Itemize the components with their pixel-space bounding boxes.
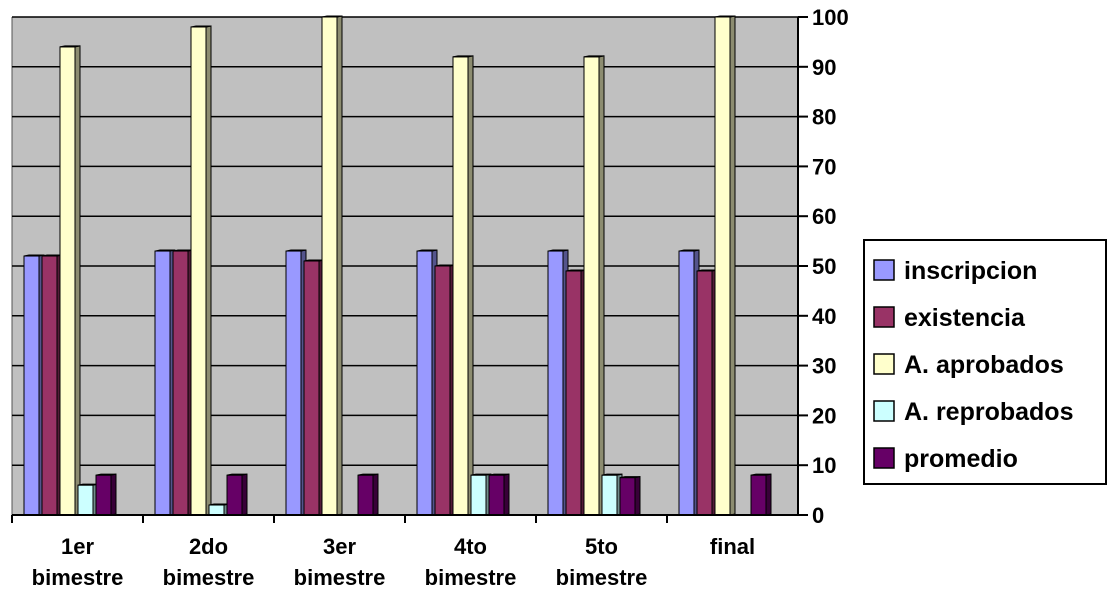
legend-label: A. aprobados	[904, 351, 1064, 379]
x-category-label: 2do	[189, 534, 228, 559]
bar	[321, 15, 343, 516]
x-category-label: 5to	[585, 534, 618, 559]
y-tick-label: 30	[812, 354, 836, 379]
x-category-label: 3er	[323, 534, 356, 559]
legend-box	[863, 239, 1107, 485]
bar	[208, 503, 230, 516]
bar	[41, 254, 63, 516]
y-tick-label: 0	[812, 503, 824, 528]
x-category-label: bimestre	[294, 565, 386, 590]
x-category-label: bimestre	[163, 565, 255, 590]
legend-label: promedio	[904, 445, 1018, 473]
bar	[470, 473, 492, 516]
y-tick-label: 60	[812, 204, 836, 229]
legend: inscripcion existencia A. aprobados A. repr…	[863, 239, 1107, 485]
bar	[154, 249, 176, 516]
x-category-label: final	[710, 534, 755, 559]
bar	[547, 249, 569, 516]
x-category-label: 4to	[454, 534, 487, 559]
x-category-label: bimestre	[32, 565, 124, 590]
bar	[190, 25, 212, 516]
legend-label: inscripcion	[904, 257, 1037, 285]
x-category-label: 1er	[61, 534, 94, 559]
legend-label: A. reprobados	[904, 398, 1073, 426]
bar	[583, 55, 605, 516]
bar	[285, 249, 307, 516]
gridlines	[12, 16, 798, 466]
legend-label: existencia	[904, 304, 1026, 332]
bar	[696, 269, 718, 516]
bar	[750, 473, 772, 516]
legend-swatch	[873, 259, 895, 281]
y-tick-label: 100	[812, 5, 849, 30]
bar	[678, 249, 700, 516]
bar	[226, 473, 248, 516]
bar	[172, 249, 194, 516]
y-tick-label: 90	[812, 55, 836, 80]
legend-swatch	[873, 400, 895, 422]
y-tick-label: 50	[812, 254, 836, 279]
bar	[303, 259, 325, 516]
bar	[488, 473, 510, 516]
y-tick-label: 10	[812, 453, 836, 478]
bar	[416, 249, 438, 516]
bar	[434, 264, 456, 516]
bar	[95, 473, 117, 516]
bar	[601, 473, 623, 516]
bar	[714, 15, 736, 516]
bar	[565, 269, 587, 516]
bar	[452, 55, 474, 516]
y-tick-label: 40	[812, 304, 836, 329]
legend-swatch	[873, 447, 895, 469]
x-axis-categories: 1er bimestre 2do bimestre 3er bimestre 4to bime…	[11, 515, 755, 590]
legend-swatch	[873, 306, 895, 328]
y-axis-ticks: 0 10 20 30 40 50 60 70 80 90 100	[798, 5, 849, 528]
bar	[23, 254, 45, 516]
bar	[77, 483, 99, 516]
bar	[357, 473, 379, 516]
x-category-label: bimestre	[556, 565, 648, 590]
y-tick-label: 70	[812, 154, 836, 179]
y-tick-label: 20	[812, 403, 836, 428]
bar	[59, 45, 81, 516]
y-tick-label: 80	[812, 105, 836, 130]
bar	[619, 476, 641, 516]
x-category-label: bimestre	[425, 565, 517, 590]
legend-swatch	[873, 353, 895, 375]
